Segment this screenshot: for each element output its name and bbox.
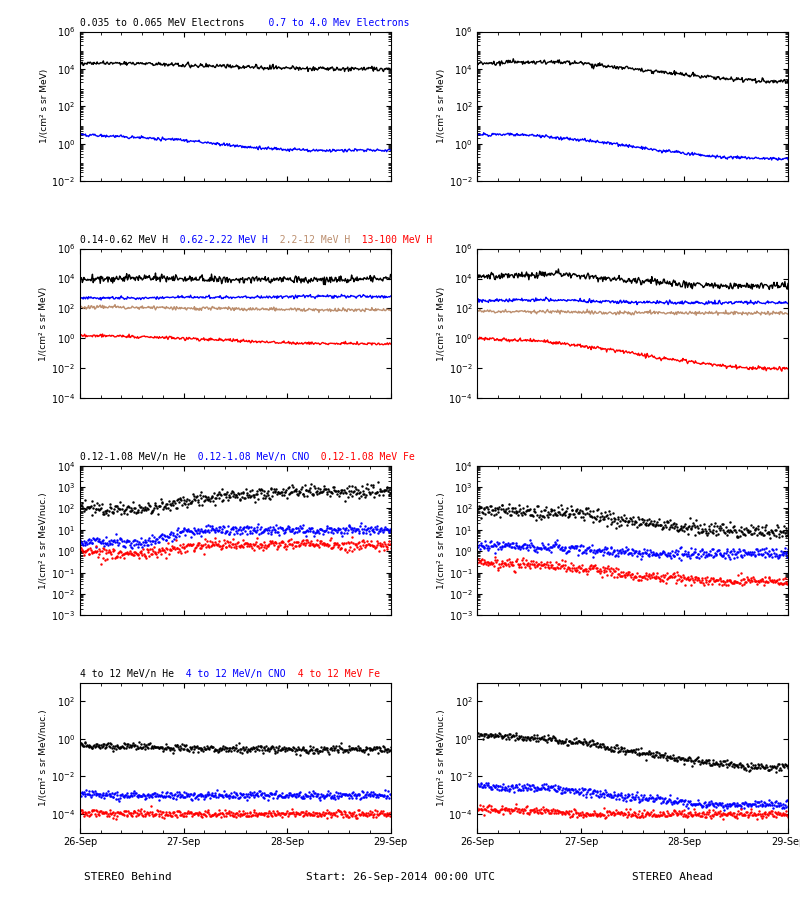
Text: 0.035 to 0.065 MeV Electrons: 0.035 to 0.065 MeV Electrons: [80, 18, 245, 28]
Text: 4 to 12 MeV/n CNO: 4 to 12 MeV/n CNO: [174, 670, 286, 680]
Text: STEREO Ahead: STEREO Ahead: [631, 872, 713, 882]
Y-axis label: 1/(cm² s sr MeV/nuc.): 1/(cm² s sr MeV/nuc.): [437, 709, 446, 806]
Text: 4 to 12 MeV/n He: 4 to 12 MeV/n He: [80, 670, 174, 680]
Y-axis label: 1/(cm² s sr MeV/nuc.): 1/(cm² s sr MeV/nuc.): [39, 492, 48, 589]
Text: 0.14-0.62 MeV H: 0.14-0.62 MeV H: [80, 235, 168, 245]
Text: 0.7 to 4.0 Mev Electrons: 0.7 to 4.0 Mev Electrons: [245, 18, 409, 28]
Text: 0.12-1.08 MeV/n He: 0.12-1.08 MeV/n He: [80, 452, 186, 462]
Y-axis label: 1/(cm² s sr MeV/nuc.): 1/(cm² s sr MeV/nuc.): [437, 492, 446, 589]
Y-axis label: 1/(cm² s sr MeV): 1/(cm² s sr MeV): [437, 69, 446, 143]
Text: 13-100 MeV H: 13-100 MeV H: [350, 235, 433, 245]
Text: 0.62-2.22 MeV H: 0.62-2.22 MeV H: [168, 235, 268, 245]
Y-axis label: 1/(cm² s sr MeV): 1/(cm² s sr MeV): [437, 286, 446, 361]
Text: 0.12-1.08 MeV Fe: 0.12-1.08 MeV Fe: [309, 452, 415, 462]
Text: Start: 26-Sep-2014 00:00 UTC: Start: 26-Sep-2014 00:00 UTC: [306, 872, 494, 882]
Text: 4 to 12 MeV Fe: 4 to 12 MeV Fe: [286, 670, 380, 680]
Text: 2.2-12 MeV H: 2.2-12 MeV H: [268, 235, 350, 245]
Text: STEREO Behind: STEREO Behind: [84, 872, 172, 882]
Text: 0.12-1.08 MeV/n CNO: 0.12-1.08 MeV/n CNO: [186, 452, 309, 462]
Y-axis label: 1/(cm² s sr MeV/nuc.): 1/(cm² s sr MeV/nuc.): [39, 709, 48, 806]
Y-axis label: 1/(cm² s sr MeV): 1/(cm² s sr MeV): [39, 69, 49, 143]
Y-axis label: 1/(cm² s sr MeV): 1/(cm² s sr MeV): [39, 286, 48, 361]
